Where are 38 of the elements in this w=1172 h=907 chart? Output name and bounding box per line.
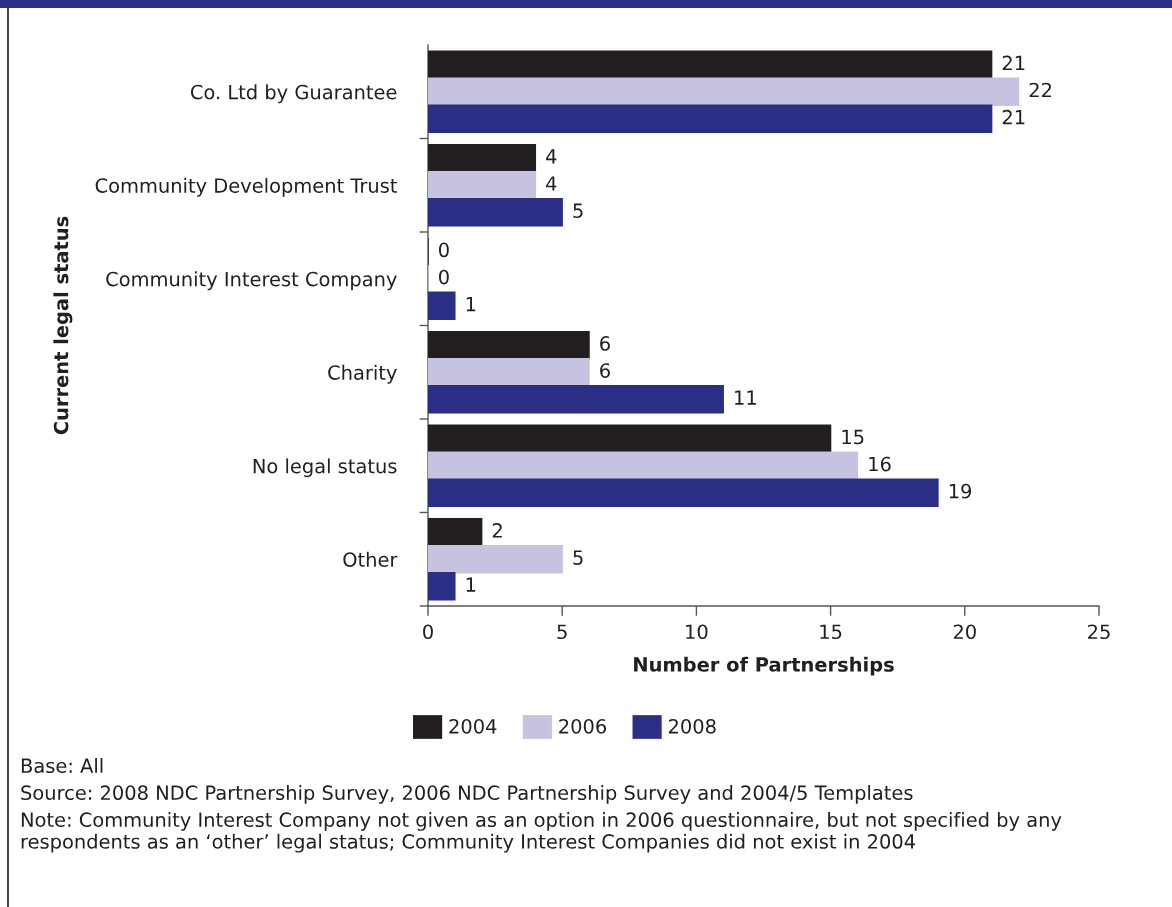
x-tick-label: 0 bbox=[423, 624, 433, 640]
data-label: 19 bbox=[949, 483, 972, 499]
data-label: 4 bbox=[546, 176, 557, 191]
data-label: 6 bbox=[600, 336, 610, 351]
data-label: 0 bbox=[439, 269, 449, 285]
y-tick-label: No legal status bbox=[253, 458, 397, 478]
data-label: 22 bbox=[1029, 82, 1051, 98]
x-tick-label: 15 bbox=[820, 624, 842, 640]
y-tick-label: Community Development Trust bbox=[95, 177, 397, 197]
data-label: 1 bbox=[466, 577, 476, 592]
source-note: Source: 2008 NDC Partnership Survey, 2006 NDC Partnership Survey and 2004/5 Templates bbox=[21, 785, 913, 804]
text: Base: All bbox=[21, 758, 103, 774]
legend-label: 2004 bbox=[449, 718, 497, 734]
data-label: 16 bbox=[869, 456, 891, 472]
legend-label: 2008 bbox=[668, 718, 716, 734]
x-tick-label: 5 bbox=[557, 624, 567, 640]
data-label: 5 bbox=[573, 203, 583, 219]
data-label: 15 bbox=[842, 429, 864, 445]
data-label: 4 bbox=[546, 149, 557, 164]
data-label: 1 bbox=[466, 297, 476, 312]
x-tick-label: 20 bbox=[953, 624, 976, 640]
data-label: 21 bbox=[1002, 55, 1025, 70]
data-label: 2 bbox=[492, 523, 502, 538]
legend-label: 2006 bbox=[559, 718, 607, 734]
x-tick-label: 10 bbox=[686, 624, 708, 640]
data-label: 11 bbox=[735, 390, 756, 405]
x-axis-title: Number of Partnerships bbox=[634, 656, 894, 676]
x-tick-label: 25 bbox=[1088, 624, 1110, 640]
y-tick-label: Other bbox=[343, 551, 398, 567]
y-tick-label: Charity bbox=[328, 364, 397, 384]
y-tick-label: Co. Ltd by Guarantee bbox=[190, 84, 397, 104]
y-tick-label: Community Interest Company bbox=[106, 271, 397, 291]
data-label: 5 bbox=[573, 550, 583, 565]
text: Note: Community Interest Company not given as an option in 2006 questionnaire, but not specified by any respondents as an ‘other’ legal status; Community Interest Companies did not exist in 2004 bbox=[21, 812, 1062, 853]
data-label: 0 bbox=[439, 242, 449, 258]
y-axis-title: Current legal status bbox=[53, 216, 73, 435]
data-label: 21 bbox=[1002, 109, 1025, 125]
data-label: 6 bbox=[600, 363, 610, 378]
